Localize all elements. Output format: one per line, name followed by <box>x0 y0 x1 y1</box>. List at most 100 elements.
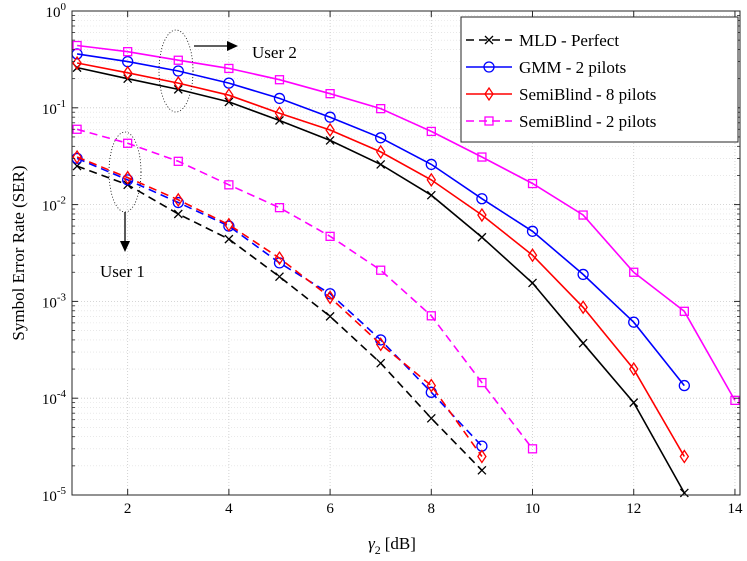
data-point-square <box>477 377 487 388</box>
series-4 <box>72 161 487 475</box>
data-point-circle <box>425 158 437 171</box>
data-point-diamond <box>375 144 386 160</box>
data-point-circle <box>324 111 336 123</box>
data-point-diamond <box>274 250 285 266</box>
data-point-square <box>123 47 133 57</box>
y-tick-label-exponent: 0 <box>61 1 67 13</box>
x-axis-label-unit: [dB] <box>385 534 416 553</box>
y-tick-label-base: 10 <box>42 199 57 215</box>
y-tick-label-exponent: -1 <box>57 98 66 110</box>
y-tick-label: 10-4 <box>42 388 67 408</box>
annotations: User 2 User 1 <box>100 29 297 281</box>
y-tick-label: 10-5 <box>42 485 67 505</box>
data-point-cross <box>325 311 335 321</box>
data-point-cross <box>376 358 386 368</box>
legend-label: MLD - Perfect <box>519 31 619 50</box>
data-point-cross <box>477 465 487 475</box>
data-point-cross <box>629 398 639 408</box>
legend-item-0: MLD - Perfect <box>466 31 619 50</box>
series-line <box>76 53 685 387</box>
user1-arrow-head <box>120 241 130 252</box>
data-point-circle <box>678 379 690 392</box>
legend-label: SemiBlind - 8 pilots <box>519 85 656 104</box>
user2-label: User 2 <box>252 43 297 62</box>
data-point-circle <box>122 174 134 186</box>
data-point-circle <box>628 316 640 328</box>
data-point-diamond <box>173 192 184 208</box>
legend-label: SemiBlind - 2 pilots <box>519 112 656 131</box>
data-point-cross <box>224 234 234 244</box>
data-point-cross <box>578 338 588 348</box>
data-point-diamond <box>274 106 285 121</box>
data-point-diamond <box>325 122 335 138</box>
legend-item-3: SemiBlind - 2 pilots <box>466 112 656 131</box>
y-tick-label: 100 <box>46 1 67 21</box>
data-point-square <box>325 89 335 99</box>
data-point-circle <box>324 288 336 300</box>
data-point-diamond <box>375 337 386 352</box>
data-point-circle <box>526 225 539 237</box>
data-point-cross <box>275 115 284 125</box>
series-7 <box>72 124 538 454</box>
data-point-circle <box>172 196 184 209</box>
data-point-square <box>224 63 234 74</box>
y-tick-label-base: 10 <box>42 102 57 118</box>
y-tick-label: 10-1 <box>42 98 66 118</box>
data-point-square <box>72 40 82 51</box>
series-line <box>77 44 736 401</box>
data-point-square <box>484 116 494 126</box>
data-point-circle <box>273 92 286 105</box>
y-tick-label: 10-3 <box>42 291 67 311</box>
data-point-square <box>173 156 183 166</box>
data-point-square <box>578 210 588 220</box>
data-point-diamond <box>484 86 494 102</box>
y-axis-label: Symbol Error Rate (SER) <box>9 165 28 340</box>
y-tick-label-exponent: -3 <box>57 291 67 303</box>
legend: MLD - Perfect GMM - 2 pilots SemiBlind - 8… <box>460 16 739 143</box>
data-point-square <box>274 203 285 213</box>
data-point-diamond <box>122 170 133 185</box>
series-line <box>76 128 534 450</box>
data-point-diamond <box>477 207 487 223</box>
data-point-cross <box>173 209 183 219</box>
data-point-circle <box>375 132 387 144</box>
data-point-square <box>224 180 234 190</box>
series-6 <box>72 149 487 464</box>
data-point-diamond <box>426 378 437 393</box>
data-point-cross <box>426 190 436 200</box>
data-point-square <box>527 178 538 189</box>
data-point-cross <box>426 413 436 423</box>
data-point-cross <box>679 488 689 498</box>
data-point-diamond <box>72 55 82 71</box>
y-tick-label-base: 10 <box>42 489 57 505</box>
data-point-diamond <box>72 149 82 165</box>
data-point-square <box>426 311 436 321</box>
y-tick-label-base: 10 <box>42 392 57 408</box>
y-tick-label-base: 10 <box>46 5 61 21</box>
x-axis-label-symbol: γ <box>368 534 376 553</box>
x-tick-label: 10 <box>525 501 540 517</box>
x-tick-label: 2 <box>124 501 132 517</box>
user2-group-ellipse <box>158 29 194 113</box>
data-point-cross <box>72 161 82 171</box>
x-tick-label: 6 <box>326 501 334 517</box>
data-point-diamond <box>224 88 234 103</box>
x-axis-label-subscript: 2 <box>375 543 381 557</box>
data-point-square <box>527 444 538 454</box>
grid-minor <box>72 15 740 467</box>
data-point-cross <box>275 272 284 282</box>
data-point-square <box>730 395 740 406</box>
y-tick-label: 10-2 <box>42 195 66 215</box>
x-tick-label: 12 <box>626 501 641 517</box>
data-point-square <box>274 75 285 85</box>
series-3 <box>72 40 740 406</box>
data-point-diamond <box>224 217 234 232</box>
y-tick-label-exponent: -5 <box>57 485 67 497</box>
legend-label: GMM - 2 pilots <box>519 58 626 77</box>
series-2 <box>72 55 690 464</box>
data-point-square <box>477 152 487 162</box>
data-point-square <box>376 265 386 275</box>
data-point-diamond <box>173 75 184 91</box>
